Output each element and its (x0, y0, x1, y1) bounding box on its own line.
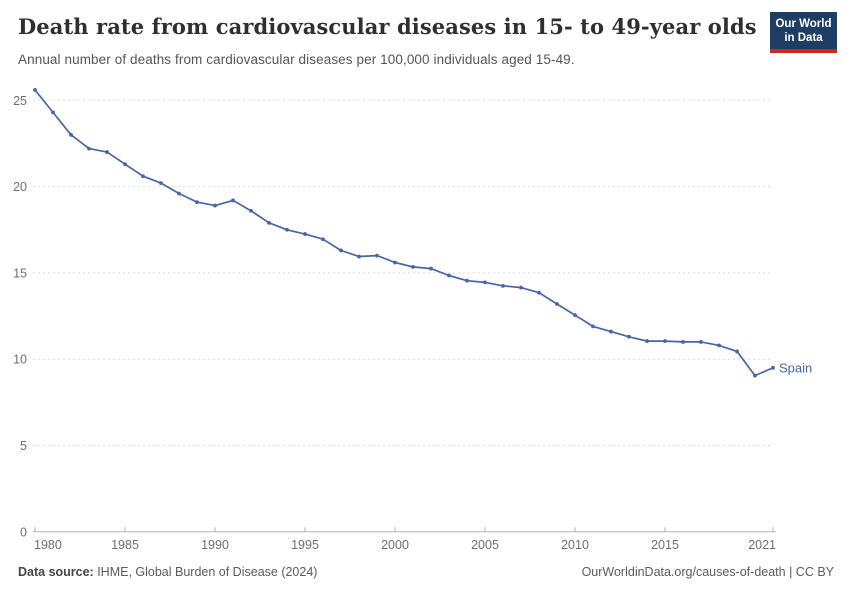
y-tick-label-0: 0 (20, 525, 27, 539)
data-point-2015[interactable] (663, 339, 667, 343)
data-point-1991[interactable] (231, 198, 235, 203)
data-point-2012[interactable] (609, 329, 613, 334)
x-tick-label-1980: 1980 (34, 538, 62, 552)
data-point-2014[interactable] (645, 339, 649, 343)
x-tick-label-2015: 2015 (651, 538, 679, 552)
data-point-1983[interactable] (87, 146, 91, 151)
data-point-2001[interactable] (411, 264, 415, 269)
x-tick-label-1990: 1990 (201, 538, 229, 552)
x-tick-label-2005: 2005 (471, 538, 499, 552)
owid-credit-link[interactable]: OurWorldinData.org/causes-of-death | CC … (581, 565, 834, 579)
data-source-label: Data source: (18, 565, 94, 579)
data-point-1985[interactable] (123, 162, 127, 167)
y-tick-label-5: 5 (20, 439, 27, 453)
data-point-1993[interactable] (267, 220, 271, 225)
data-point-1998[interactable] (357, 254, 361, 259)
owid-logo-red-bar (770, 49, 837, 53)
data-point-1999[interactable] (375, 253, 379, 258)
data-point-2007[interactable] (519, 285, 523, 290)
data-point-2016[interactable] (681, 340, 685, 344)
series-label-spain[interactable]: Spain (779, 360, 812, 375)
data-point-2018[interactable] (717, 343, 721, 348)
data-point-2000[interactable] (393, 260, 397, 265)
owid-logo[interactable]: Our World in Data (770, 12, 837, 53)
x-tick-label-1985: 1985 (111, 538, 139, 552)
chart-subtitle: Annual number of deaths from cardiovascu… (18, 52, 575, 67)
data-point-1997[interactable] (339, 248, 343, 253)
data-point-2019[interactable] (735, 349, 739, 354)
line-chart: 0 5 10 15 20 25 1980 1985 1990 1995 2000 2005 2010 20… (0, 80, 850, 560)
data-point-2017[interactable] (699, 340, 703, 344)
data-point-2002[interactable] (429, 266, 433, 271)
data-point-1995[interactable] (303, 232, 307, 236)
data-point-1980[interactable] (33, 88, 37, 92)
data-point-2021[interactable] (771, 365, 775, 370)
page-title: Death rate from cardiovascular diseases … (18, 14, 757, 39)
x-tick-label-1995: 1995 (291, 538, 319, 552)
x-tick-label-2021: 2021 (748, 538, 776, 552)
data-point-2008[interactable] (537, 290, 541, 295)
data-point-2010[interactable] (573, 313, 577, 318)
data-point-2005[interactable] (483, 280, 487, 285)
data-point-2003[interactable] (447, 273, 451, 278)
data-point-2011[interactable] (591, 324, 595, 329)
data-point-1994[interactable] (285, 227, 289, 232)
data-point-1988[interactable] (177, 191, 181, 196)
line-chart-svg: 0 5 10 15 20 25 1980 1985 1990 1995 2000 2005 2010 20… (13, 88, 812, 552)
data-point-1982[interactable] (69, 132, 73, 137)
y-tick-label-25: 25 (13, 94, 27, 108)
owid-logo-text: Our World in Data (770, 12, 837, 49)
data-point-1984[interactable] (105, 150, 109, 154)
x-tick-label-2010: 2010 (561, 538, 589, 552)
chart-footer: Data source: IHME, Global Burden of Dise… (18, 565, 834, 579)
series-line-spain[interactable] (34, 89, 774, 377)
data-source-value: IHME, Global Burden of Disease (2024) (93, 565, 318, 579)
data-source-note: Data source: IHME, Global Burden of Dise… (18, 565, 317, 579)
x-tick-label-2000: 2000 (381, 538, 409, 552)
data-point-1981[interactable] (51, 110, 55, 115)
data-point-1990[interactable] (213, 203, 217, 208)
data-point-1992[interactable] (249, 208, 253, 213)
y-tick-label-10: 10 (13, 353, 27, 367)
data-point-2009[interactable] (555, 302, 559, 306)
data-point-1996[interactable] (321, 237, 325, 242)
data-point-2020[interactable] (753, 373, 757, 378)
data-point-2013[interactable] (627, 334, 631, 339)
data-point-2004[interactable] (465, 278, 469, 283)
data-point-1989[interactable] (195, 200, 199, 205)
data-point-1986[interactable] (141, 174, 145, 179)
owid-logo-line1: Our World (775, 18, 832, 30)
owid-logo-line2: in Data (784, 32, 823, 44)
data-point-1987[interactable] (159, 181, 163, 186)
y-tick-label-20: 20 (13, 180, 27, 194)
data-point-2006[interactable] (501, 283, 505, 288)
y-tick-label-15: 15 (13, 266, 27, 280)
